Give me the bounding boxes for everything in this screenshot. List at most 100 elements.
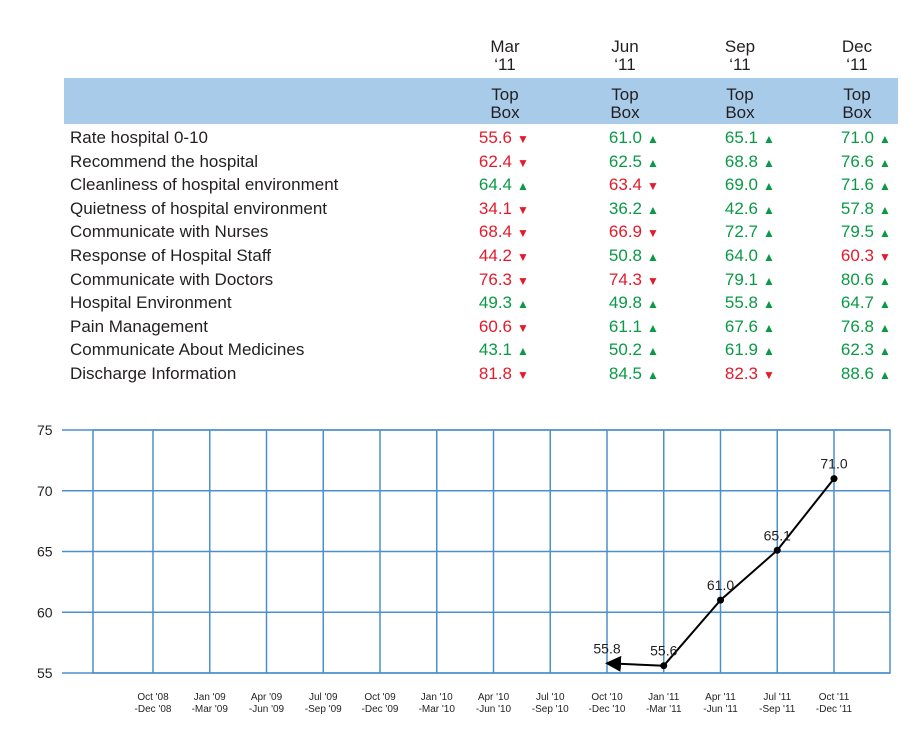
score-cell: 68.4 ▼ xyxy=(440,221,530,244)
table-row: Communicate with Doctors 76.3 ▼ 74.3 ▼ 79.1 ▲ 8… xyxy=(70,269,900,291)
table-row: Response of Hospital Staff 44.2 ▼ 50.8 ▲ 64.0… xyxy=(70,245,900,267)
metric-label: Cleanliness of hospital environment xyxy=(70,175,339,195)
topbox-label: Top Box xyxy=(490,85,520,122)
table-row: Rate hospital 0-10 55.6 ▼ 61.0 ▲ 65.1 ▲ 71.0 ▲ xyxy=(70,127,900,149)
trend-down-icon: ▼ xyxy=(517,155,529,170)
score-value: 50.8 xyxy=(608,246,642,265)
trend-up-icon: ▲ xyxy=(647,202,659,217)
score-cell: 55.6 ▼ xyxy=(440,127,530,150)
trend-up-icon: ▲ xyxy=(763,155,775,170)
score-value: 71.0 xyxy=(840,128,874,147)
trend-up-icon: ▲ xyxy=(647,297,659,312)
score-cell: 64.0 ▲ xyxy=(686,245,776,268)
trend-up-icon: ▲ xyxy=(763,132,775,146)
trend-up-icon: ▲ xyxy=(763,344,775,359)
period-month: Sep xyxy=(724,37,756,56)
x-tick-label: Jul '11 xyxy=(763,692,791,703)
table-row: Discharge Information 81.8 ▼ 84.5 ▲ 82.3 ▼ 88.6… xyxy=(70,363,900,385)
x-tick-label: -Mar '11 xyxy=(646,704,682,715)
score-cell: 55.8 ▲ xyxy=(686,292,776,315)
x-tick-label: -Sep '10 xyxy=(532,704,569,715)
trend-up-icon: ▲ xyxy=(647,250,659,264)
trend-down-icon: ▼ xyxy=(517,320,529,335)
series-line-segment xyxy=(605,655,664,672)
score-cell: 76.8 ▲ xyxy=(802,316,892,339)
metric-label: Discharge Information xyxy=(70,364,237,383)
trend-up-icon: ▲ xyxy=(879,155,891,170)
score-value: 79.5 xyxy=(840,222,874,242)
x-tick-label: -Dec '08 xyxy=(135,704,172,715)
score-value: 61.1 xyxy=(608,316,642,336)
trend-up-icon: ▲ xyxy=(517,297,529,312)
score-value: 62.3 xyxy=(840,340,874,360)
trend-up-icon: ▲ xyxy=(763,226,775,241)
score-value: 55.8 xyxy=(724,293,758,313)
score-cell: 84.5 ▲ xyxy=(570,363,660,386)
score-value: 82.3 xyxy=(724,364,758,383)
score-cell: 60.6 ▼ xyxy=(440,316,530,339)
metric-label: Quietness of hospital environment xyxy=(70,198,328,218)
period-year: ‘11 xyxy=(494,55,516,74)
x-tick-label: -Jun '09 xyxy=(249,704,285,715)
metric-label: Pain Management xyxy=(70,316,208,336)
period-year: ‘11 xyxy=(729,55,751,74)
x-tick-label: Oct '09 xyxy=(364,692,396,703)
score-value: 64.4 xyxy=(478,175,512,195)
trend-up-icon: ▲ xyxy=(879,202,891,217)
score-value: 63.4 xyxy=(608,175,642,195)
data-label: 55.6 xyxy=(650,643,677,659)
x-tick-label: Jul '10 xyxy=(536,692,565,703)
score-value: 44.2 xyxy=(478,246,512,265)
x-tick-label: Jan '10 xyxy=(421,692,453,703)
trend-up-icon: ▲ xyxy=(879,226,891,241)
score-value: 57.8 xyxy=(840,198,874,218)
series-line-segment xyxy=(776,477,835,551)
score-value: 74.3 xyxy=(608,269,642,289)
topbox-label: Top Box xyxy=(725,85,755,122)
score-value: 43.1 xyxy=(478,340,512,360)
score-cell: 36.2 ▲ xyxy=(570,198,660,221)
data-point xyxy=(773,546,781,554)
trend-up-icon: ▲ xyxy=(763,273,775,288)
score-cell: 60.3 ▼ xyxy=(802,245,892,268)
score-cell: 66.9 ▼ xyxy=(570,221,660,244)
trend-up-icon: ▲ xyxy=(879,273,891,288)
score-value: 60.3 xyxy=(840,246,874,265)
period-header: Mar ‘11 xyxy=(460,38,550,74)
score-cell: 61.9 ▲ xyxy=(686,339,776,362)
trend-up-icon: ▲ xyxy=(879,344,891,359)
metric-label: Rate hospital 0-10 xyxy=(70,128,208,147)
score-value: 34.1 xyxy=(478,198,512,218)
data-label: 55.8 xyxy=(593,640,620,656)
score-cell: 79.1 ▲ xyxy=(686,269,776,292)
trend-up-icon: ▲ xyxy=(879,132,891,146)
x-tick-label: -Jun '10 xyxy=(476,704,512,715)
trend-up-icon: ▲ xyxy=(879,297,891,312)
column-header-band xyxy=(64,78,898,124)
trend-up-icon: ▲ xyxy=(879,179,891,194)
trend-down-icon: ▼ xyxy=(647,226,659,241)
data-label: 61.0 xyxy=(707,577,734,593)
x-tick-label: -Mar '09 xyxy=(192,704,229,715)
topbox-label: Top Box xyxy=(842,85,872,122)
y-tick-label: 65 xyxy=(37,544,53,560)
period-header: Dec ‘11 xyxy=(812,38,902,74)
score-value: 84.5 xyxy=(608,364,642,383)
score-value: 71.6 xyxy=(840,175,874,195)
y-tick-label: 55 xyxy=(37,665,53,681)
score-cell: 57.8 ▲ xyxy=(802,198,892,221)
series-line-segment xyxy=(719,549,778,601)
score-cell: 50.8 ▲ xyxy=(570,245,660,268)
metric-label: Communicate with Doctors xyxy=(70,269,274,289)
trend-up-icon: ▲ xyxy=(763,179,775,194)
x-tick-label: -Dec '10 xyxy=(589,704,626,715)
table-row: Recommend the hospital 62.4 ▼ 62.5 ▲ 68.8 ▲ 76.… xyxy=(70,151,900,173)
table-row: Cleanliness of hospital environment 64.4 ▲… xyxy=(70,174,900,196)
y-tick-label: 60 xyxy=(37,604,53,620)
trend-up-icon: ▲ xyxy=(647,132,659,146)
score-value: 76.3 xyxy=(478,269,512,289)
x-tick-label: Jan '11 xyxy=(648,692,680,703)
score-cell: 88.6 ▲ xyxy=(802,363,892,386)
score-value: 79.1 xyxy=(724,269,758,289)
score-value: 49.8 xyxy=(608,293,642,313)
